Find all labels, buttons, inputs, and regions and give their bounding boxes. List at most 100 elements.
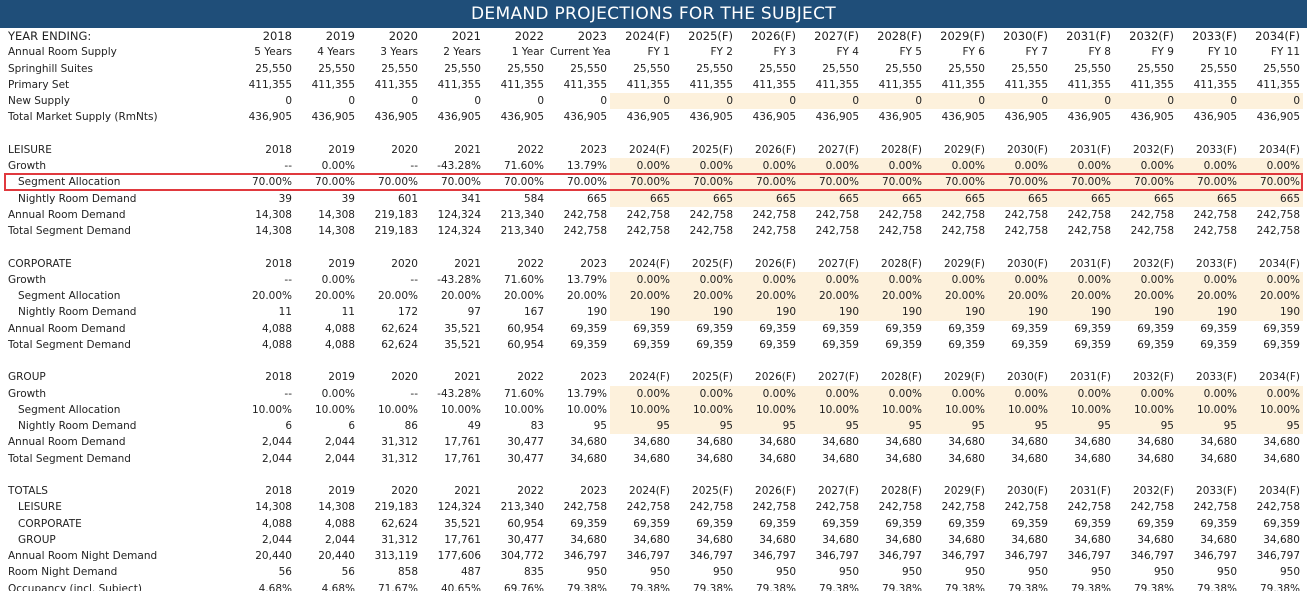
cell: 14,308 [255, 208, 292, 221]
cell: 2021 [454, 371, 481, 384]
empty-cell [1240, 126, 1303, 142]
cell: 35,521 [444, 322, 481, 335]
cell: 20.00% [925, 288, 988, 305]
cell: 2028(F) [881, 257, 922, 270]
cell: 242,758 [815, 208, 859, 221]
cell: 2028(F) [881, 485, 922, 498]
cell: 242,758 [689, 208, 733, 221]
cell: 1 Year [511, 46, 544, 59]
cell: 0 [799, 93, 862, 110]
cell: 2,044 [324, 436, 355, 449]
cell: 0 [348, 95, 355, 108]
cell: 436,905 [311, 111, 355, 124]
empty-cell [988, 467, 1051, 483]
cell: 69,359 [1074, 322, 1111, 335]
cell: 25,550 [1200, 62, 1237, 75]
cell: 411,355 [626, 78, 670, 91]
cell: 242,758 [1067, 208, 1111, 221]
column-header: 2023 [577, 29, 607, 44]
cell: 0 [411, 95, 418, 108]
cell: 69,359 [696, 338, 733, 351]
column-header: 2026(F) [751, 29, 796, 44]
cell: 71.60% [503, 387, 544, 400]
cell: 69,359 [1011, 517, 1048, 530]
cell: 2024(F) [629, 257, 670, 270]
cell: 2030(F) [1007, 257, 1048, 270]
cell: 69,359 [759, 338, 796, 351]
empty-cell [799, 467, 862, 483]
cell: 25,550 [696, 62, 733, 75]
cell: 2019 [328, 143, 355, 156]
cell: 190 [1240, 304, 1303, 321]
cell: 219,183 [374, 225, 418, 238]
cell: FY 9 [1151, 46, 1174, 59]
cell: 34,680 [948, 436, 985, 449]
cell: 411,355 [374, 78, 418, 91]
cell: 2029(F) [944, 371, 985, 384]
empty-cell [799, 126, 862, 142]
cell: 2032(F) [1133, 143, 1174, 156]
cell: 242,758 [941, 225, 985, 238]
row-label: Occupancy (incl. Subject) [8, 582, 142, 591]
cell: 190 [1114, 304, 1177, 321]
cell: 2,044 [261, 452, 292, 465]
data-row: Nightly Room Demand 11 11 172 97 167 190 190 190… [4, 304, 1303, 321]
cell: 411,355 [500, 78, 544, 91]
data-row: Annual Room Demand 2,044 2,044 31,312 17,761… [4, 434, 1303, 450]
cell: 2029(F) [944, 257, 985, 270]
cell: 242,758 [1130, 225, 1174, 238]
cell: 2027(F) [818, 257, 859, 270]
cell: 4 Years [317, 46, 355, 59]
empty-cell [1177, 239, 1240, 255]
cell: 34,680 [570, 533, 607, 546]
empty-cell [1051, 467, 1114, 483]
cell: 20.00% [988, 288, 1051, 305]
empty-cell [862, 239, 925, 255]
empty-cell [295, 353, 358, 369]
cell: 10.00% [610, 401, 673, 418]
empty-cell [610, 353, 673, 369]
cell: 242,758 [752, 225, 796, 238]
cell: 13.79% [566, 387, 607, 400]
cell: 0.00% [673, 271, 736, 288]
cell: 411,355 [248, 78, 292, 91]
cell: 0.00% [799, 158, 862, 175]
cell: 79.38% [566, 582, 607, 591]
cell: 69,359 [1137, 517, 1174, 530]
cell: 436,905 [941, 111, 985, 124]
cell: 242,758 [815, 501, 859, 514]
empty-cell [232, 126, 295, 142]
cell: 69,359 [1200, 322, 1237, 335]
cell: 124,324 [437, 225, 481, 238]
cell: 79.38% [881, 582, 922, 591]
cell: 436,905 [563, 111, 607, 124]
cell: -- [410, 160, 418, 173]
cell: 69,359 [885, 517, 922, 530]
cell: 2024(F) [629, 485, 670, 498]
cell: 0.00% [1240, 271, 1303, 288]
cell: 665 [988, 190, 1051, 207]
cell: 2026(F) [755, 485, 796, 498]
cell: 0.00% [1240, 158, 1303, 175]
data-row: Total Segment Demand 4,088 4,088 62,624 35,5… [4, 337, 1303, 353]
cell: 2029(F) [944, 143, 985, 156]
empty-cell [925, 239, 988, 255]
cell: 950 [649, 566, 670, 579]
cell: 2021 [454, 143, 481, 156]
cell: 79.38% [629, 582, 670, 591]
cell: 242,758 [1130, 208, 1174, 221]
cell: 2031(F) [1070, 143, 1111, 156]
cell: 14,308 [255, 501, 292, 514]
empty-cell [799, 353, 862, 369]
row-label: Growth [8, 273, 47, 286]
cell: 10.00% [251, 403, 292, 416]
empty-cell [736, 467, 799, 483]
cell: -43.28% [437, 273, 481, 286]
cell: 70.00% [610, 174, 673, 191]
cell: 62,624 [381, 517, 418, 530]
cell: 10.00% [1177, 401, 1240, 418]
cell: 2020 [391, 257, 418, 270]
cell: 2025(F) [692, 485, 733, 498]
cell: 70.00% [377, 176, 418, 189]
cell: 411,355 [437, 78, 481, 91]
